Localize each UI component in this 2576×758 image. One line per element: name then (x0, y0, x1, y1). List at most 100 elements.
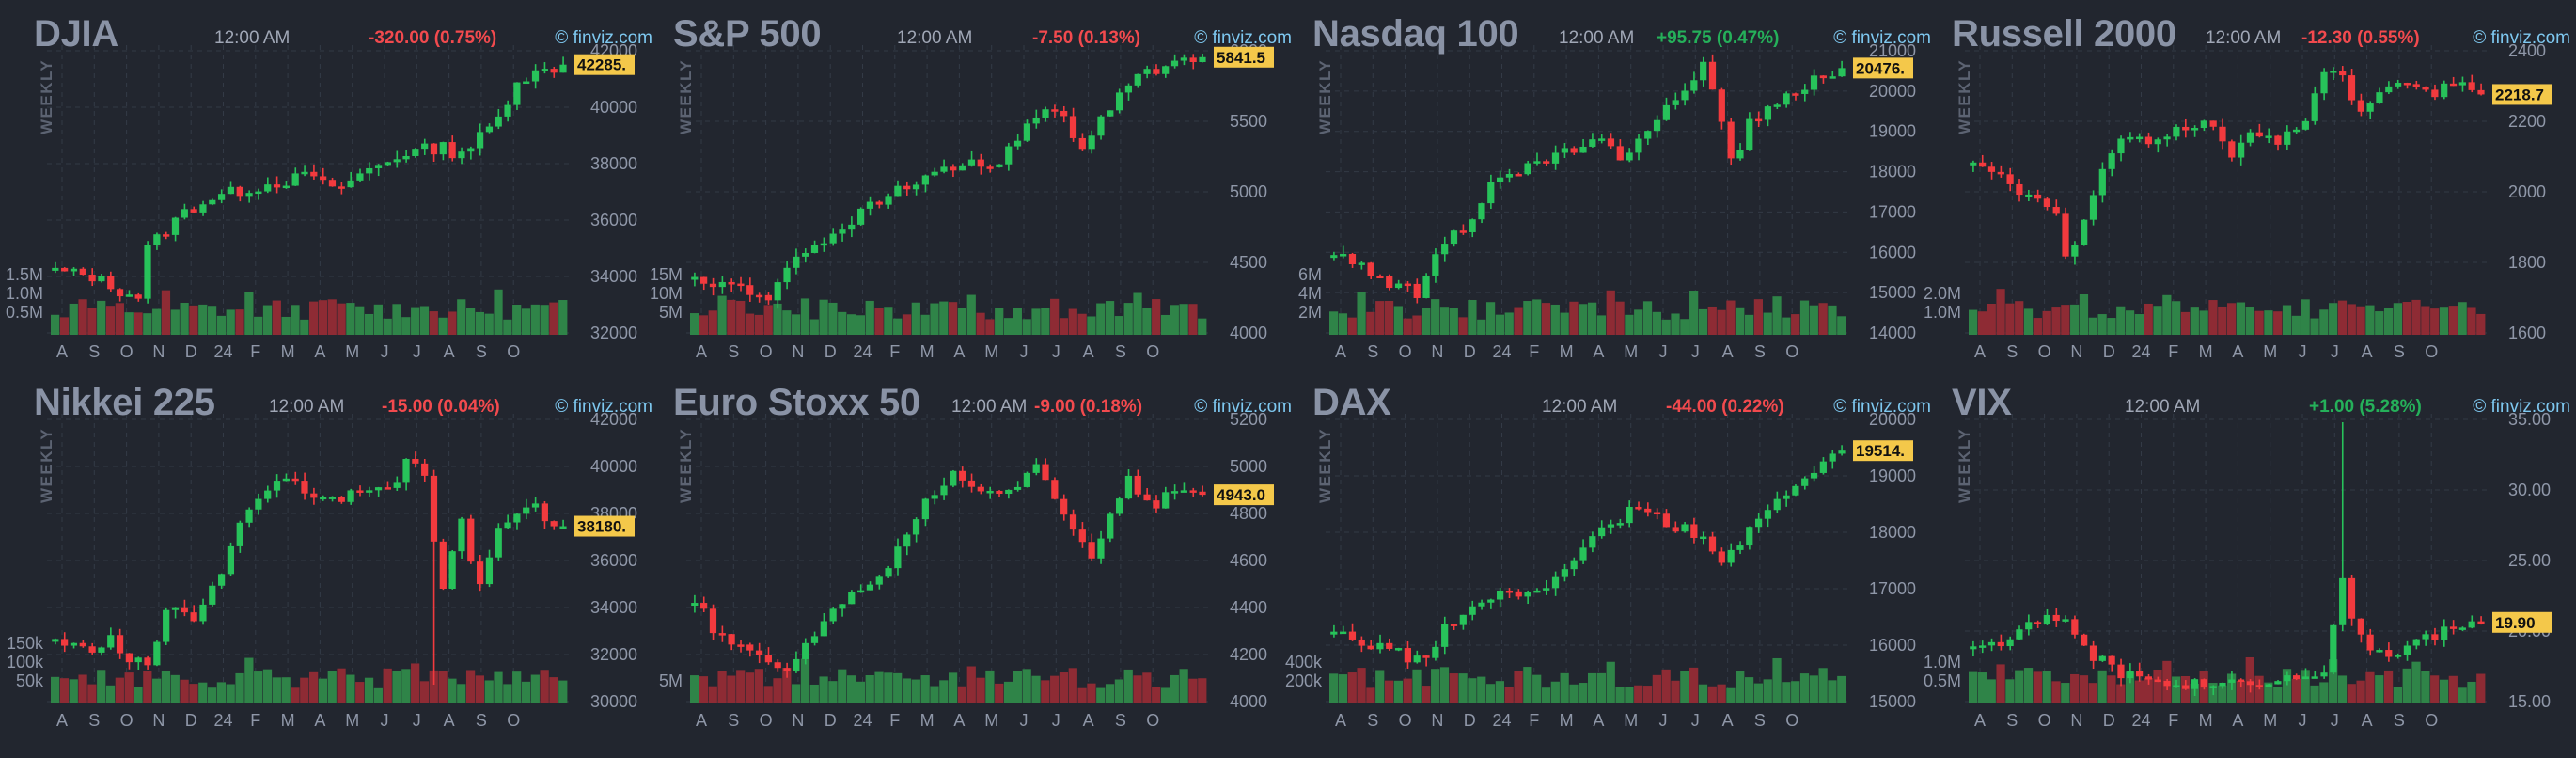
volume-bar (949, 302, 958, 335)
volume-bar (819, 676, 828, 703)
source-link[interactable]: © finviz.com (2473, 397, 2570, 418)
volume-bar (800, 658, 810, 703)
candle-body (2127, 136, 2134, 140)
candle-body (959, 470, 966, 481)
candle-body (2376, 92, 2383, 104)
volume-bar (1532, 674, 1542, 703)
volume-bar (1458, 673, 1468, 703)
volume-bar (558, 300, 568, 335)
x-tick-label: M (2263, 711, 2277, 730)
index-title[interactable]: Nikkei 225 (34, 382, 215, 423)
index-title[interactable]: Euro Stoxx 50 (673, 382, 920, 423)
candle-body (774, 662, 781, 669)
x-tick-label: M (920, 342, 935, 361)
chart-panel-nikkei-225[interactable]: 42000 40000 38000 36000 34000 32000 30000 A S O N D… (7, 376, 658, 745)
chart-panel-vix[interactable]: 35.0030.0025.0020.0015.00ASOND24FMAMJJAS… (1924, 376, 2576, 745)
x-tick-label: J (1052, 711, 1060, 730)
candle-body (1792, 93, 1799, 96)
volume-bar (235, 309, 244, 335)
index-title[interactable]: S&P 500 (673, 13, 822, 55)
candle-body (1570, 148, 1578, 153)
volume-bar (1652, 311, 1661, 335)
chart-panel-russell-2000[interactable]: 2400 2200 2000 1800 1600 A S O N D 24 F M A M J J A S O 2.0M… (1924, 8, 2576, 376)
x-tick-label: A (2232, 711, 2243, 730)
volume-bar (1772, 657, 1782, 703)
candle-body (1450, 230, 1458, 245)
candle-body (2163, 136, 2171, 140)
source-link[interactable]: © finviz.com (555, 28, 652, 49)
index-title[interactable]: Nasdaq 100 (1312, 13, 1519, 55)
candle-body (1496, 177, 1504, 182)
x-tick-label: D (185, 711, 197, 730)
index-title[interactable]: DAX (1312, 382, 1391, 423)
volume-bar (235, 672, 244, 703)
volume-bar (1142, 308, 1152, 335)
candle-body (2135, 136, 2144, 140)
y-tick-label: 4000 (1230, 692, 1267, 711)
source-link[interactable]: © finviz.com (1833, 28, 1931, 49)
candle-body (793, 658, 800, 672)
candle-body (541, 69, 548, 71)
candle-body (1579, 547, 1587, 561)
volume-bar (1504, 687, 1514, 703)
volume-bar (244, 292, 254, 335)
candle-body (338, 497, 345, 502)
x-tick-label: M (281, 342, 295, 361)
candle-body (1681, 524, 1689, 532)
candle-body (2200, 120, 2207, 129)
index-title[interactable]: DJIA (34, 13, 118, 55)
source-link[interactable]: © finviz.com (2473, 28, 2570, 49)
index-title[interactable]: VIX (1952, 382, 2012, 423)
source-link[interactable]: © finviz.com (1194, 397, 1292, 418)
candle-body (783, 668, 791, 672)
y-tick-label: 19000 (1869, 122, 1916, 141)
source-link[interactable]: © finviz.com (555, 397, 652, 418)
source-link[interactable]: © finviz.com (1833, 397, 1931, 418)
candle-body (1107, 513, 1114, 539)
x-tick-label: F (250, 342, 260, 361)
weekly-candlestick-chart[interactable]: 21000 20000 19000 18000 17000 16000 15000 14000… (1297, 8, 1937, 376)
y-tick-label: 15000 (1869, 692, 1916, 711)
candle-body (1718, 551, 1725, 563)
candle-body (885, 568, 892, 577)
candle-body (88, 275, 96, 282)
chart-panel-sp500[interactable]: 60005500500045004000ASOND24FMAMJJASO15M1… (650, 8, 1297, 376)
candle-body (2292, 675, 2301, 680)
candle-body (875, 201, 883, 205)
volume-bar (2162, 294, 2172, 335)
index-title[interactable]: Russell 2000 (1952, 13, 2176, 55)
volume-bar (846, 314, 856, 335)
source-link[interactable]: © finviz.com (1194, 28, 1292, 49)
volume-bar (874, 308, 884, 335)
weekly-candlestick-chart[interactable]: 60005500500045004000ASOND24FMAMJJASO15M1… (650, 8, 1297, 376)
chart-panel-dax[interactable]: 20000 19000 18000 17000 16000 15000 A S O N D 24 F M A… (1285, 376, 1937, 745)
candle-body (1754, 518, 1763, 528)
candle-body (485, 557, 494, 585)
candle-body (1078, 137, 1086, 150)
candle-body (1607, 524, 1615, 528)
weekly-candlestick-chart[interactable]: 35.0030.0025.0020.0015.00ASOND24FMAMJJAS… (1924, 376, 2576, 745)
candle-body (2441, 626, 2448, 640)
chart-panel-djia[interactable]: 42000 40000 38000 36000 34000 32000 A S O N D 24 F M A… (6, 8, 658, 376)
period-label: WEEKLY (1956, 427, 1973, 503)
candle-body (144, 657, 151, 666)
volume-bar (2107, 675, 2116, 703)
candle-body (1153, 69, 1160, 74)
candle-body (2357, 618, 2364, 635)
period-label: WEEKLY (677, 58, 695, 134)
candle-body (1459, 230, 1467, 233)
candle-body (384, 487, 391, 490)
x-tick-label: M (2263, 342, 2277, 361)
candle-body (2330, 624, 2337, 673)
candle-body (412, 458, 419, 464)
candle-body (2191, 679, 2199, 689)
candle-body (273, 481, 281, 491)
volume-bar (809, 684, 819, 703)
chart-panel-euro-stoxx-50[interactable]: 5200 5000 4800 4600 4400 4200 4000 A S O N D 24 F M A M J… (658, 376, 1297, 745)
chart-panel-nasdaq-100[interactable]: 21000 20000 19000 18000 17000 16000 15000 14000… (1297, 8, 1937, 376)
